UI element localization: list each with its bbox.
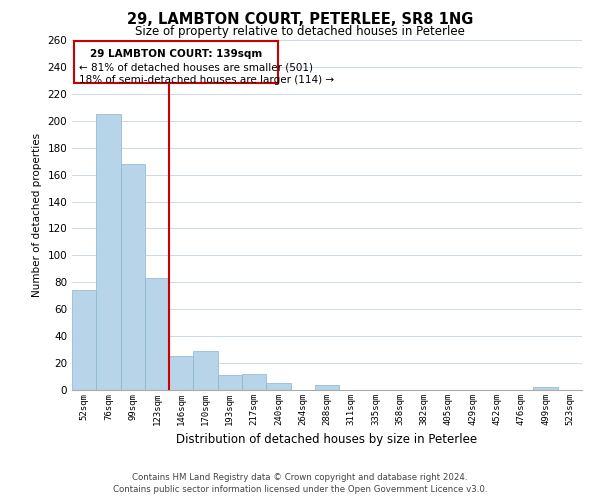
Text: Contains HM Land Registry data © Crown copyright and database right 2024.
Contai: Contains HM Land Registry data © Crown c… <box>113 472 487 494</box>
Text: ← 81% of detached houses are smaller (501): ← 81% of detached houses are smaller (50… <box>79 63 313 73</box>
X-axis label: Distribution of detached houses by size in Peterlee: Distribution of detached houses by size … <box>176 434 478 446</box>
Bar <box>218 375 242 390</box>
Bar <box>193 351 218 390</box>
Text: 29 LAMBTON COURT: 139sqm: 29 LAMBTON COURT: 139sqm <box>91 50 263 59</box>
Text: Size of property relative to detached houses in Peterlee: Size of property relative to detached ho… <box>135 25 465 38</box>
Text: 29, LAMBTON COURT, PETERLEE, SR8 1NG: 29, LAMBTON COURT, PETERLEE, SR8 1NG <box>127 12 473 28</box>
Bar <box>533 388 558 390</box>
FancyBboxPatch shape <box>74 42 278 83</box>
Bar <box>145 278 169 390</box>
Bar <box>242 374 266 390</box>
Text: 18% of semi-detached houses are larger (114) →: 18% of semi-detached houses are larger (… <box>79 75 334 85</box>
Bar <box>169 356 193 390</box>
Bar <box>72 290 96 390</box>
Bar <box>96 114 121 390</box>
Bar <box>266 384 290 390</box>
Y-axis label: Number of detached properties: Number of detached properties <box>32 133 42 297</box>
Bar <box>121 164 145 390</box>
Bar <box>315 384 339 390</box>
